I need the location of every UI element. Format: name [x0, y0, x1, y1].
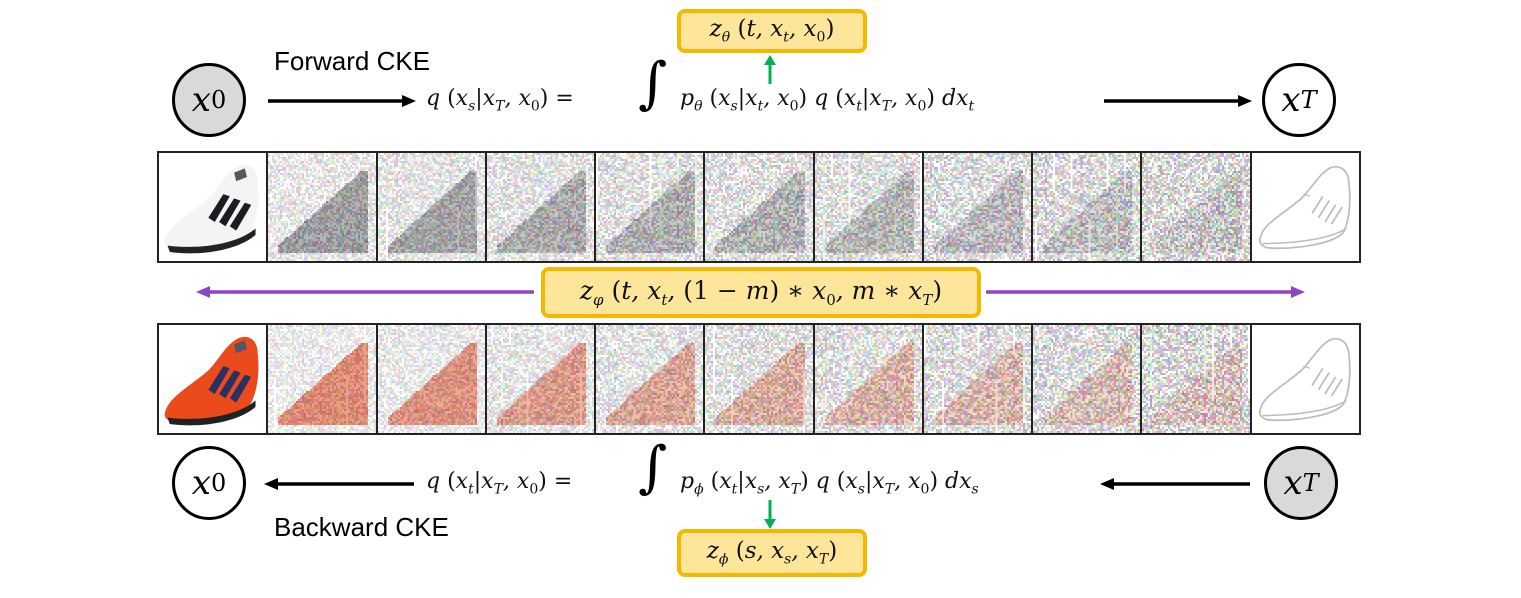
z-theta-box: zθ (t, xt, x0)	[677, 9, 867, 53]
forward-image-strip	[157, 151, 1361, 263]
backward-arrow-left	[264, 478, 414, 490]
image-panel	[1033, 153, 1143, 261]
image-panel	[159, 153, 269, 261]
image-panel	[923, 325, 1034, 433]
image-panel	[159, 325, 269, 433]
backward-equation: q (xt|xT, x0) =	[426, 469, 573, 498]
z-theta-text: zθ (t, xt, x0)	[709, 16, 835, 46]
purple-arrow-left	[196, 286, 534, 298]
image-panel	[377, 325, 487, 433]
image-panel	[814, 325, 924, 433]
backward-equation-rhs: pϕ (xt|xs, xT) q (xs|xT, x0) dxs	[680, 469, 979, 498]
image-panel	[705, 153, 815, 261]
z-phi-text: zϕ (s, xs, xT)	[706, 538, 838, 568]
image-panel	[268, 325, 378, 433]
node-sub: 0	[210, 86, 227, 114]
image-panel	[1252, 153, 1359, 261]
image-panel	[377, 153, 487, 261]
image-panel	[1252, 325, 1359, 433]
z-phi-box: zϕ (s, xs, xT)	[677, 529, 867, 577]
image-panel	[268, 153, 378, 261]
forward-equation-rhs: pθ (xs|xt, x0) q (xt|xT, x0) dxt	[680, 86, 975, 115]
image-panel	[814, 153, 924, 261]
image-panel	[923, 153, 1034, 261]
green-arrow-down	[764, 500, 776, 529]
z-varphi-text: zφ (t, xt, (1 − m) ∗ x0, m ∗ xT)	[579, 276, 943, 309]
image-panel	[705, 325, 815, 433]
image-panel	[1142, 153, 1252, 261]
image-panel	[596, 325, 706, 433]
green-arrow-up	[764, 55, 776, 84]
forward-equation: q (xs|xT, x0) =	[426, 86, 574, 115]
image-panel	[486, 153, 597, 261]
integral-sign-backward: ∫	[638, 435, 668, 500]
integral-sign-forward: ∫	[638, 51, 668, 116]
node-sub: T	[1302, 469, 1319, 497]
backward-image-strip	[157, 323, 1361, 435]
forward-arrow-left	[268, 95, 416, 107]
image-panel	[1142, 325, 1252, 433]
backward-arrow-right	[1100, 478, 1250, 490]
backward-cke-label: Backward CKE	[274, 512, 449, 542]
image-panel	[596, 153, 706, 261]
node-var: x	[1283, 463, 1303, 503]
forward-arrow-right	[1104, 95, 1252, 107]
z-varphi-box: zφ (t, xt, (1 − m) ∗ x0, m ∗ xT)	[541, 267, 981, 318]
node-var: x	[191, 463, 211, 503]
node-sub: T	[1300, 86, 1317, 114]
image-panel	[486, 325, 597, 433]
purple-arrow-right	[986, 286, 1305, 298]
node-var: x	[191, 80, 211, 120]
node-sub: 0	[210, 469, 227, 497]
node-var: x	[1281, 80, 1301, 120]
forward-cke-label: Forward CKE	[274, 46, 431, 76]
image-panel	[1033, 325, 1143, 433]
